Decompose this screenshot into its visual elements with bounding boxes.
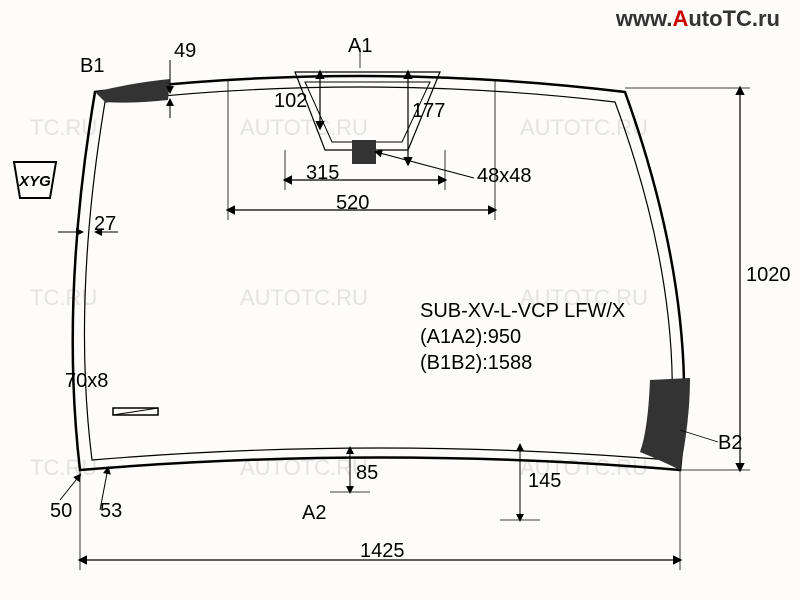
dim-70x8: 70x8	[65, 370, 108, 393]
dim-53: 53	[100, 500, 122, 523]
diagram-container: www.AutoTC.ru TC.RU AUTOTC.RU AUTOTC.RU …	[0, 0, 800, 600]
dim-520: 520	[336, 192, 369, 215]
xyg-logo: XYG	[10, 158, 60, 202]
label-a1: A1	[348, 35, 372, 58]
dim-1425: 1425	[360, 540, 405, 563]
dim-102: 102	[274, 90, 307, 113]
dim-49: 49	[174, 40, 196, 63]
dim-85: 85	[356, 462, 378, 485]
label-b1: B1	[80, 55, 104, 78]
label-a2: A2	[302, 502, 326, 525]
dim-1020: 1020	[746, 264, 791, 287]
dim-48x48: 48x48	[477, 165, 532, 188]
dim-177: 177	[412, 100, 445, 123]
dim-27: 27	[94, 213, 116, 236]
dim-145: 145	[528, 470, 561, 493]
dim-315: 315	[306, 162, 339, 185]
dim-50: 50	[50, 500, 72, 523]
part-number: SUB-XV-L-VCP LFW/X	[420, 300, 625, 323]
label-b2: B2	[718, 432, 742, 455]
svg-text:XYG: XYG	[18, 173, 51, 190]
a1a2-dim: (A1A2):950	[420, 326, 521, 349]
b1b2-dim: (B1B2):1588	[420, 352, 532, 375]
